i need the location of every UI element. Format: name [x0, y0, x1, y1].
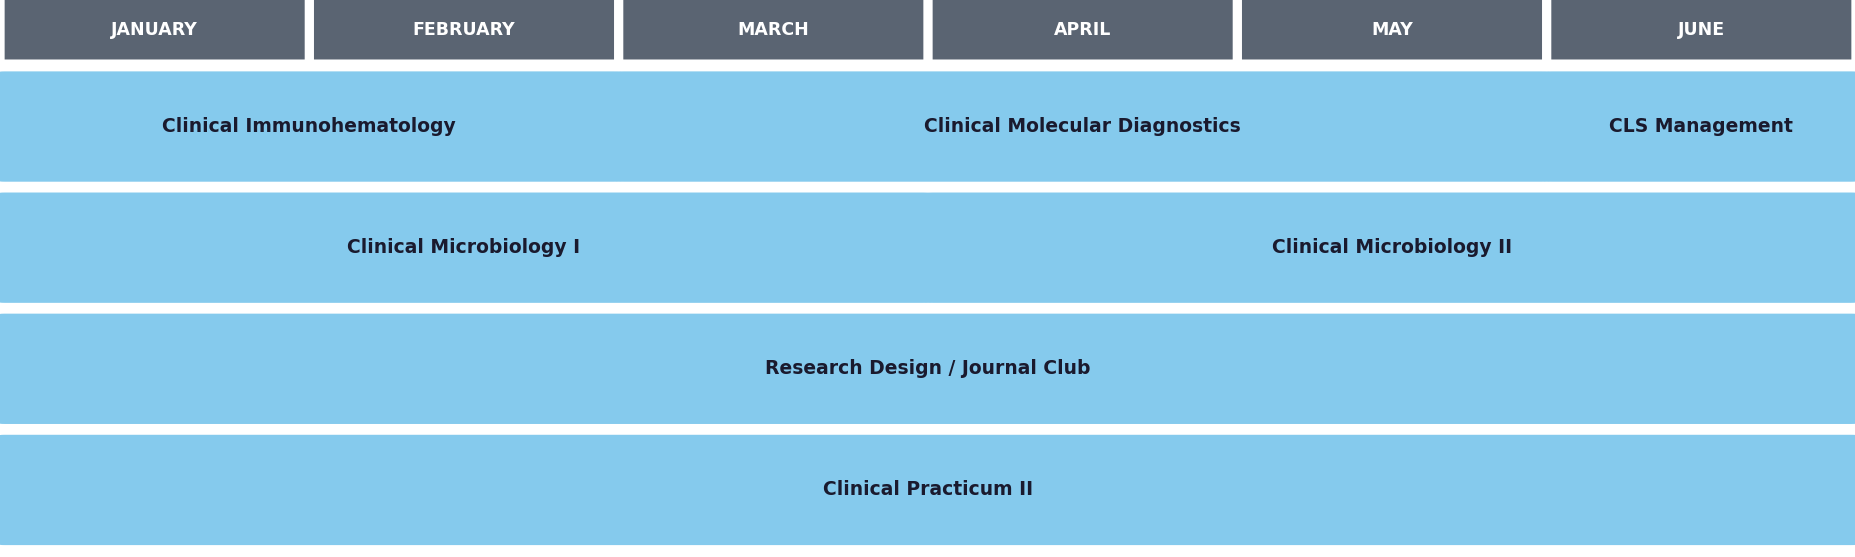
Text: Research Design / Journal Club: Research Design / Journal Club [764, 359, 1091, 378]
FancyBboxPatch shape [920, 193, 1855, 303]
Text: MAY: MAY [1371, 21, 1412, 39]
FancyBboxPatch shape [313, 0, 614, 60]
Text: JUNE: JUNE [1677, 21, 1723, 39]
FancyBboxPatch shape [0, 193, 935, 303]
Text: MARCH: MARCH [736, 21, 809, 39]
FancyBboxPatch shape [1551, 0, 1851, 60]
Text: CLS Management: CLS Management [1608, 117, 1792, 136]
Text: JANUARY: JANUARY [111, 21, 198, 39]
Text: Clinical Practicum II: Clinical Practicum II [822, 481, 1033, 500]
FancyBboxPatch shape [623, 0, 924, 60]
FancyBboxPatch shape [931, 0, 1232, 60]
FancyBboxPatch shape [0, 435, 1855, 545]
FancyBboxPatch shape [1538, 71, 1855, 182]
FancyBboxPatch shape [1241, 0, 1542, 60]
Text: Clinical Microbiology II: Clinical Microbiology II [1271, 238, 1512, 257]
Text: Clinical Immunohematology: Clinical Immunohematology [163, 117, 456, 136]
FancyBboxPatch shape [4, 0, 304, 60]
Text: Clinical Microbiology I: Clinical Microbiology I [347, 238, 581, 257]
FancyBboxPatch shape [0, 314, 1855, 424]
FancyBboxPatch shape [0, 71, 627, 182]
Text: Clinical Molecular Diagnostics: Clinical Molecular Diagnostics [924, 117, 1241, 136]
Text: APRIL: APRIL [1054, 21, 1111, 39]
FancyBboxPatch shape [610, 71, 1553, 182]
Text: FEBRUARY: FEBRUARY [412, 21, 516, 39]
